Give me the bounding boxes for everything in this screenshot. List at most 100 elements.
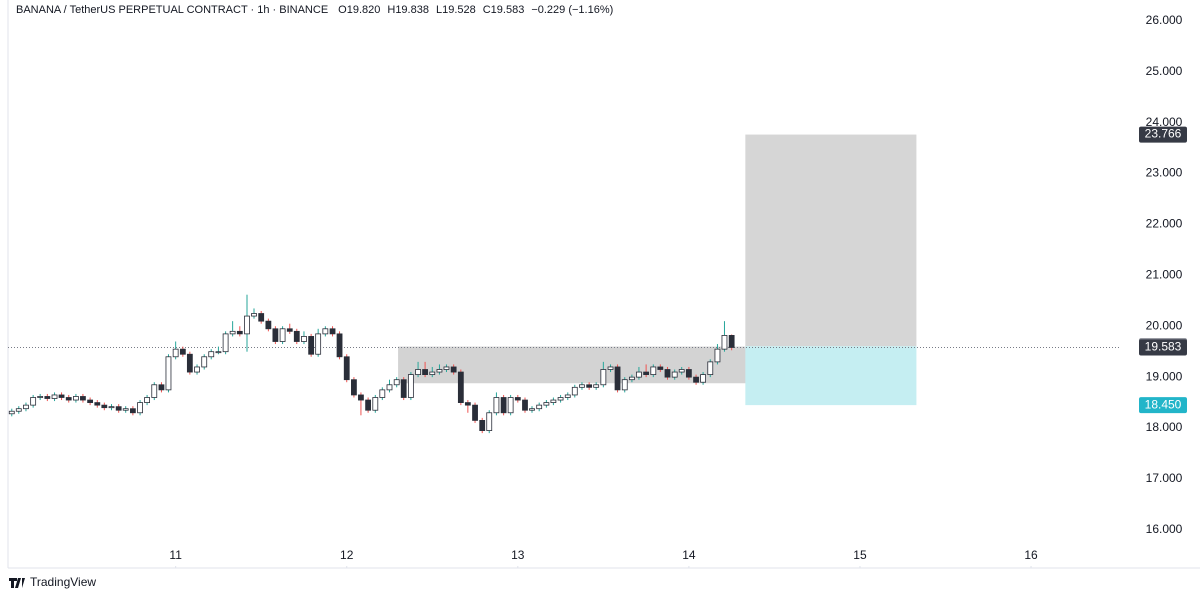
candle-body — [15, 408, 22, 412]
candle-body — [557, 397, 564, 401]
candle-body — [386, 384, 393, 391]
y-tick-label: 26.000 — [1146, 13, 1183, 27]
brand-logo — [9, 578, 25, 588]
candle-body — [73, 396, 79, 401]
candle-body — [443, 366, 450, 370]
chart-title: BANANA / TetherUS PERPETUAL CONTRACT · 1… — [16, 4, 328, 16]
candle-body — [671, 371, 678, 378]
candle-body — [657, 366, 664, 370]
candle-body — [201, 356, 208, 368]
candle-body — [365, 399, 372, 411]
candle-body — [707, 361, 714, 375]
candle-body — [186, 353, 193, 373]
legend-value: O19.820 — [338, 4, 380, 16]
candle-body — [450, 366, 457, 373]
target-label-box — [1139, 126, 1187, 143]
candle-body — [236, 330, 243, 335]
y-tick-label: 21.000 — [1146, 268, 1183, 282]
candle-body — [693, 376, 699, 383]
candle-body — [222, 333, 229, 353]
candle-body — [158, 384, 165, 391]
candle-body — [101, 404, 108, 409]
candle-body — [457, 371, 464, 403]
candle-body — [165, 356, 172, 391]
candle-body — [493, 397, 500, 414]
candle-body — [514, 397, 521, 401]
legend-value: −0.229 (−1.16%) — [531, 4, 613, 16]
candle-body — [23, 404, 29, 410]
candle-body — [664, 369, 671, 378]
candle-body — [286, 328, 293, 332]
candle-body — [400, 379, 407, 398]
candle-body — [144, 397, 150, 403]
target-label: 23.766 — [1145, 127, 1182, 141]
candle-body — [251, 313, 257, 317]
candle-body — [650, 366, 657, 375]
candle-body — [272, 328, 279, 342]
candle-body — [500, 397, 507, 414]
candle-body — [600, 369, 607, 386]
candle-body — [629, 376, 635, 381]
candle-body — [351, 379, 357, 396]
candle-body — [393, 379, 400, 386]
x-tick-label: 15 — [853, 548, 867, 562]
candle-body — [315, 333, 322, 355]
candle-body — [87, 399, 94, 403]
x-tick-label: 14 — [682, 548, 696, 562]
candle-body — [529, 408, 535, 411]
brand: TradingView — [9, 575, 96, 589]
candle-body — [208, 351, 215, 358]
candle-body — [678, 369, 685, 373]
candle-body — [343, 356, 350, 381]
candle-body — [586, 384, 593, 388]
candle-body — [486, 412, 493, 431]
last-price-label-box — [1139, 339, 1187, 356]
candle-body — [579, 384, 585, 388]
candle-body — [244, 315, 250, 335]
candle-body — [429, 371, 436, 375]
candle-body — [422, 369, 428, 375]
y-tick-label: 25.000 — [1146, 64, 1183, 78]
candle-body — [543, 402, 550, 406]
candle-body — [614, 366, 621, 391]
brand-name: TradingView — [30, 575, 96, 589]
candle-body — [229, 330, 236, 335]
candle-body — [108, 406, 115, 409]
x-tick-label: 13 — [511, 548, 525, 562]
y-tick-label: 20.000 — [1146, 318, 1183, 332]
candle-body — [293, 330, 300, 342]
candle-body — [194, 366, 200, 373]
position-loss — [745, 346, 917, 406]
candle-body — [336, 333, 343, 358]
candle-body — [172, 348, 179, 358]
candle-body — [436, 369, 443, 373]
candle-body — [30, 397, 37, 406]
candle-body — [65, 397, 72, 401]
y-tick-label: 23.000 — [1146, 166, 1183, 180]
candle-body — [593, 384, 600, 388]
candle-body — [685, 369, 692, 378]
candle-body — [258, 313, 265, 322]
candle-body — [564, 394, 571, 398]
x-tick-label: 12 — [340, 548, 354, 562]
candle-body — [522, 399, 528, 411]
candle-body — [51, 394, 58, 399]
stop-label: 18.450 — [1145, 397, 1182, 411]
candle-body — [721, 335, 728, 350]
candle-body — [129, 408, 136, 414]
y-tick-label: 17.000 — [1146, 471, 1183, 485]
y-tick-label: 24.000 — [1146, 115, 1183, 129]
candle-body — [308, 336, 315, 355]
candle-body — [215, 351, 222, 354]
legend-value: H19.838 — [387, 4, 429, 16]
candle-body — [372, 397, 379, 411]
candle-body — [507, 397, 514, 414]
candle-body — [643, 371, 650, 375]
candle-body — [151, 384, 158, 398]
candle-body — [415, 369, 421, 375]
candle-body — [407, 374, 414, 398]
candle-body — [37, 396, 44, 398]
